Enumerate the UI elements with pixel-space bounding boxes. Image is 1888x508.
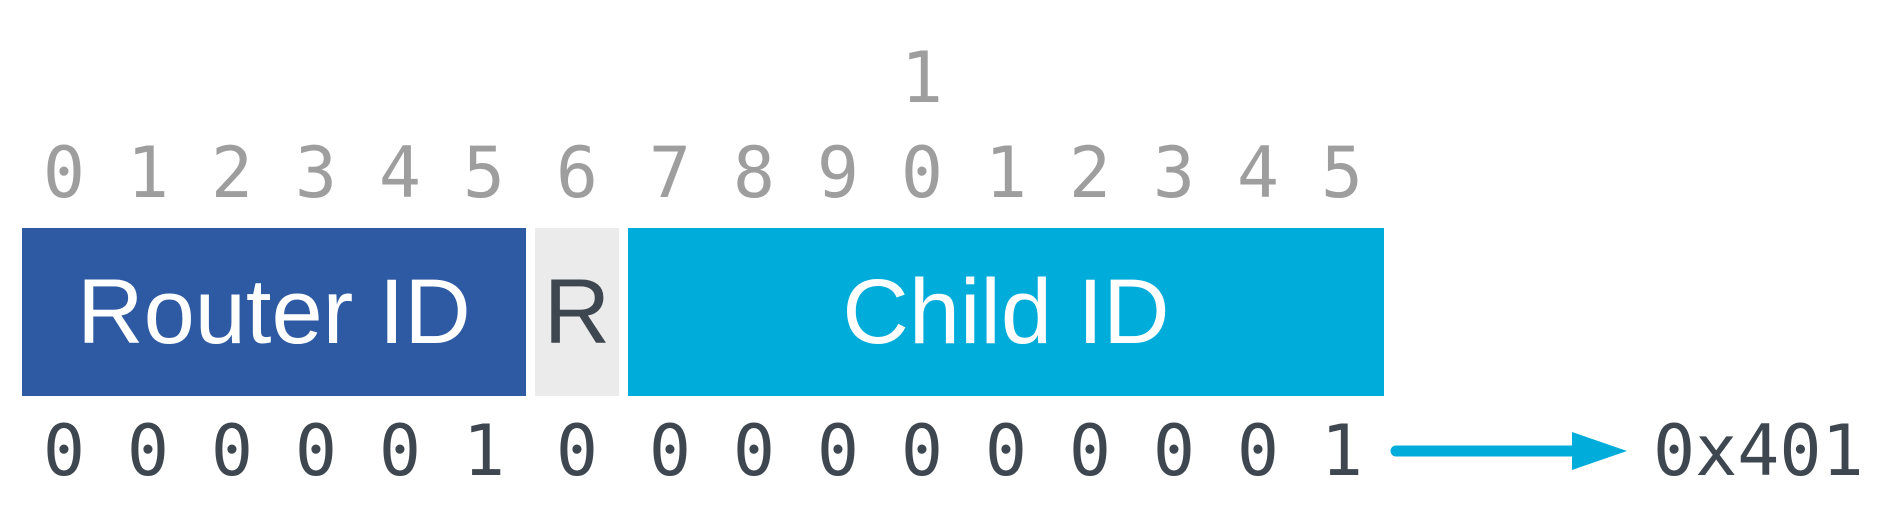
bit-index-digit: 1 xyxy=(126,132,170,214)
bit-index-digit: 4 xyxy=(1236,132,1280,214)
bit-index-digit: 0 xyxy=(42,132,86,214)
bit-index-digit: 2 xyxy=(1068,132,1112,214)
binary-digit: 1 xyxy=(1320,410,1364,492)
arrow-right-icon xyxy=(1390,432,1627,470)
binary-digit: 0 xyxy=(555,410,599,492)
binary-digit: 0 xyxy=(294,410,338,492)
bit-index-digit: 5 xyxy=(1320,132,1364,214)
binary-digit: 0 xyxy=(378,410,422,492)
binary-digit: 0 xyxy=(900,410,944,492)
tens-digit-label: 1 xyxy=(900,37,944,119)
binary-digit: 1 xyxy=(462,410,506,492)
bit-index-digit: 7 xyxy=(648,132,692,214)
bit-index-digit: 2 xyxy=(210,132,254,214)
bit-index-digit: 5 xyxy=(462,132,506,214)
hex-value-label: 0x401 xyxy=(1653,410,1864,492)
binary-digit: 0 xyxy=(42,410,86,492)
bit-index-digit: 3 xyxy=(294,132,338,214)
binary-digit: 0 xyxy=(732,410,776,492)
bit-index-digit: 6 xyxy=(555,132,599,214)
field-boxes-row: Router ID R Child ID xyxy=(22,228,1384,396)
field-r-flag-label: R xyxy=(543,260,611,363)
binary-digit: 0 xyxy=(210,410,254,492)
binary-digit: 0 xyxy=(126,410,170,492)
bit-index-digit: 4 xyxy=(378,132,422,214)
binary-digit: 0 xyxy=(1068,410,1112,492)
field-r-flag: R xyxy=(535,228,619,396)
bit-index-digit: 0 xyxy=(900,132,944,214)
bit-index-digit: 3 xyxy=(1152,132,1196,214)
bit-index-digit: 8 xyxy=(732,132,776,214)
field-router-id: Router ID xyxy=(22,228,526,396)
binary-digit: 0 xyxy=(984,410,1028,492)
field-child-id: Child ID xyxy=(628,228,1384,396)
field-router-id-label: Router ID xyxy=(77,260,471,363)
binary-digit: 0 xyxy=(1152,410,1196,492)
bit-index-digit: 1 xyxy=(984,132,1028,214)
binary-digit: 0 xyxy=(648,410,692,492)
binary-digit: 0 xyxy=(1236,410,1280,492)
field-child-id-label: Child ID xyxy=(842,260,1170,363)
binary-digit: 0 xyxy=(816,410,860,492)
bit-index-digit: 9 xyxy=(816,132,860,214)
